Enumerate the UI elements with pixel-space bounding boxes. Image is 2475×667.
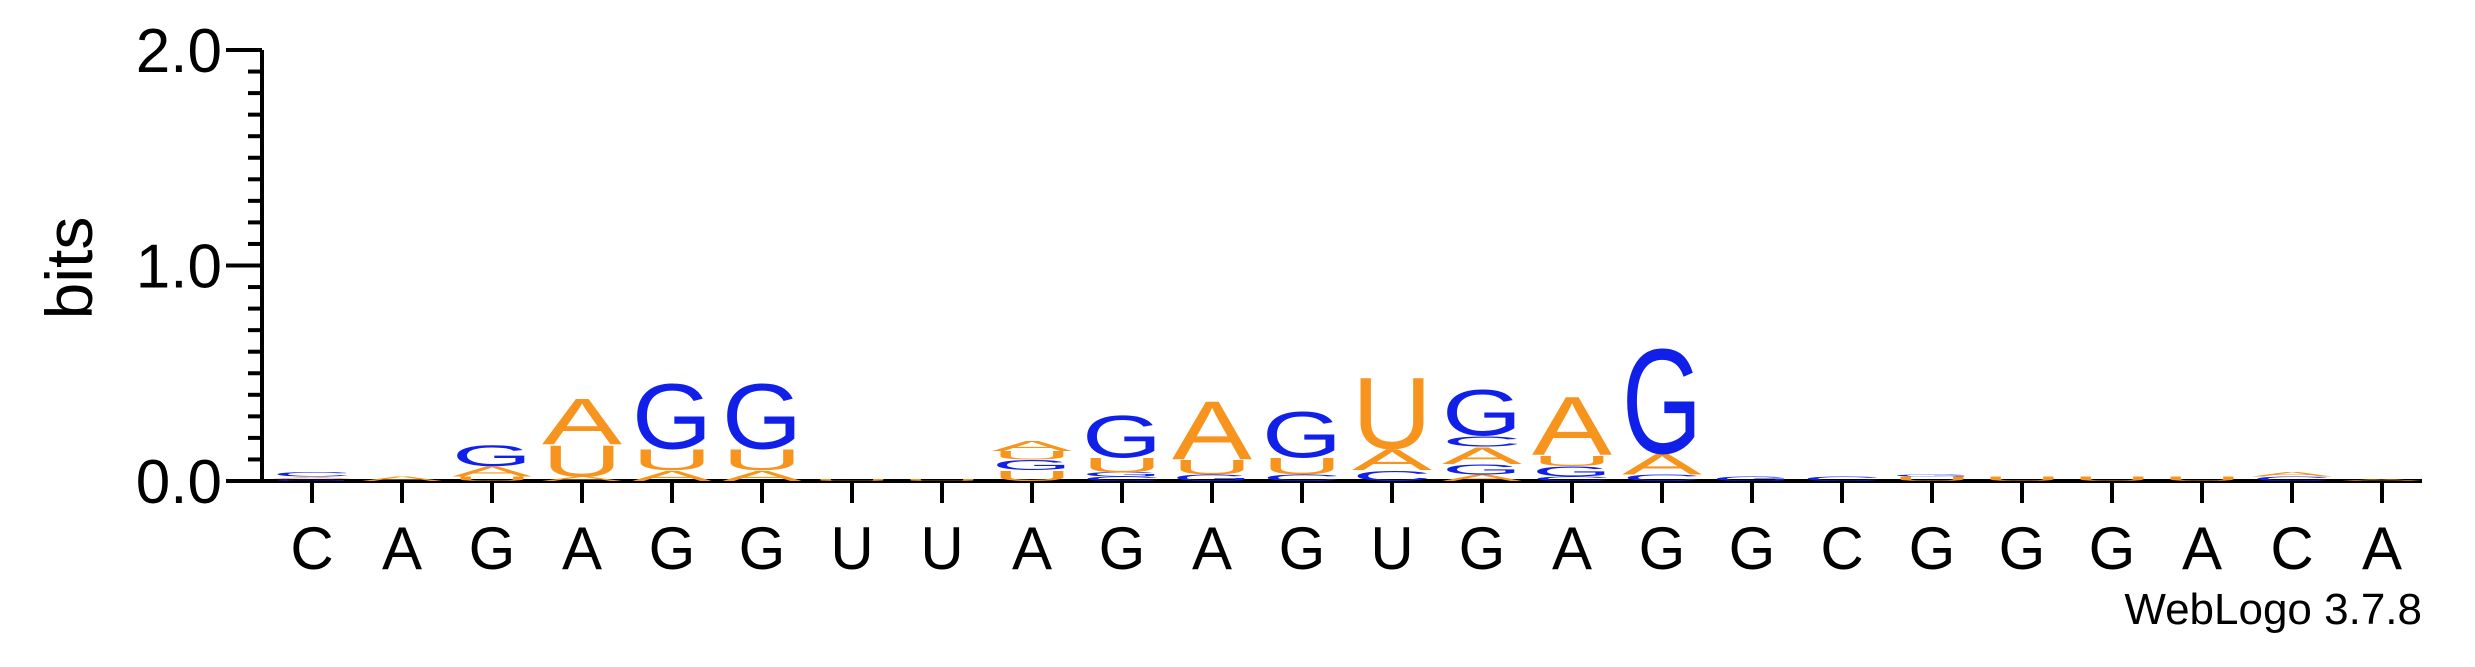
y-tick-label: 1.0: [136, 233, 222, 302]
logo-letter: A: [1352, 444, 1432, 477]
logo-letter: U: [1982, 477, 2062, 483]
footer: WebLogo 3.7.8: [2124, 585, 2422, 634]
logo-letter: A: [542, 477, 622, 483]
logo-letter: U: [992, 448, 1072, 462]
logo-letter: A: [452, 464, 532, 481]
x-tick-label: G: [1099, 515, 1146, 582]
logo-letter: G: [272, 478, 375, 482]
logo-letter: U: [2162, 477, 2242, 483]
logo-letter: G: [1082, 403, 1162, 470]
logo-letter: A: [1442, 443, 1522, 470]
logo-letter: U: [542, 436, 622, 487]
logo-letter: A: [2342, 478, 2422, 482]
x-tick-label: A: [2182, 515, 2222, 582]
x-tick-label: A: [1552, 515, 1592, 582]
x-tick-label: C: [2270, 515, 2313, 582]
logo-letter: U: [902, 478, 982, 482]
logo-letter: A: [1442, 473, 1522, 483]
logo-letter: A: [272, 476, 352, 480]
x-tick-label: G: [1729, 515, 1776, 582]
x-tick-label: G: [1459, 515, 1506, 582]
logo-letter: G: [1082, 473, 1168, 479]
logo-letter: A: [542, 384, 622, 458]
logo-letter: U: [1892, 477, 1972, 483]
logo-letter: U: [1532, 453, 1612, 470]
logo-letter: U: [452, 477, 532, 483]
logo-letter: U: [992, 468, 1072, 485]
x-tick-label: G: [1999, 515, 2046, 582]
logo-letter: C: [1082, 477, 1175, 483]
logo-letter: G: [1532, 464, 1612, 481]
logo-letter: A: [992, 438, 1072, 455]
logo-letter: C: [1262, 473, 1348, 483]
logo-letter: C: [1352, 468, 1433, 485]
x-tick-label: G: [739, 515, 786, 582]
x-tick-label: A: [1192, 515, 1232, 582]
x-tick-label: A: [382, 515, 422, 582]
logo-letter: C: [1532, 477, 1625, 483]
logo-letter: G: [1442, 376, 1522, 450]
x-tick-label: G: [1279, 515, 1326, 582]
logo-letter: G: [1892, 474, 1995, 478]
logo-letter: G: [1172, 473, 1252, 483]
logo-letter: G: [1262, 397, 1342, 471]
logo-letter: G: [452, 440, 532, 473]
logo-letter: U: [2072, 477, 2152, 483]
x-tick-label: U: [830, 515, 873, 582]
logo-letter: U: [1352, 357, 1432, 471]
logo-letter: A: [1532, 379, 1612, 473]
logo-letter: C: [2252, 477, 2345, 483]
y-axis-label: bits: [32, 217, 106, 320]
logo-letter: U: [1262, 454, 1342, 481]
logo-letter: A: [632, 468, 712, 485]
x-tick-label: C: [290, 515, 333, 582]
logo-letter: C: [1622, 473, 1708, 483]
x-tick-label: U: [920, 515, 963, 582]
logo-letter: U: [1082, 454, 1162, 477]
logo-letter: G: [722, 365, 802, 469]
logo-letter: A: [1622, 449, 1702, 482]
logo-letter: G: [1712, 477, 1798, 483]
x-tick-label: C: [1820, 515, 1863, 582]
logo-letter: U: [812, 478, 892, 482]
x-tick-label: G: [2089, 515, 2136, 582]
logo-letter: C: [1802, 477, 1895, 483]
x-tick-label: A: [1012, 515, 1052, 582]
logo-letter: C: [1442, 434, 1523, 451]
logo-letter: U: [632, 444, 712, 477]
logo-letter: U: [722, 444, 802, 477]
logo-letter: A: [2252, 473, 2332, 479]
x-tick-label: G: [1909, 515, 1956, 582]
logo-letter: U: [1172, 457, 1252, 480]
logo-letter: G: [992, 457, 1072, 474]
x-tick-label: G: [649, 515, 696, 582]
x-tick-label: G: [469, 515, 516, 582]
y-tick-label: 2.0: [136, 17, 222, 86]
logo-letter: A: [362, 477, 442, 483]
logo-letter: A: [1172, 383, 1252, 477]
x-tick-label: U: [1370, 515, 1413, 582]
x-tick-label: A: [562, 515, 602, 582]
logo-letter: G: [1622, 318, 1702, 485]
logo-letter: G: [632, 365, 712, 469]
x-tick-label: G: [1639, 515, 1686, 582]
x-tick-label: A: [2362, 515, 2402, 582]
logo-letter: A: [722, 468, 802, 485]
y-tick-label: 0.0: [136, 448, 222, 517]
logo-letter: C: [272, 473, 365, 479]
logo-letter: G: [1442, 462, 1522, 479]
